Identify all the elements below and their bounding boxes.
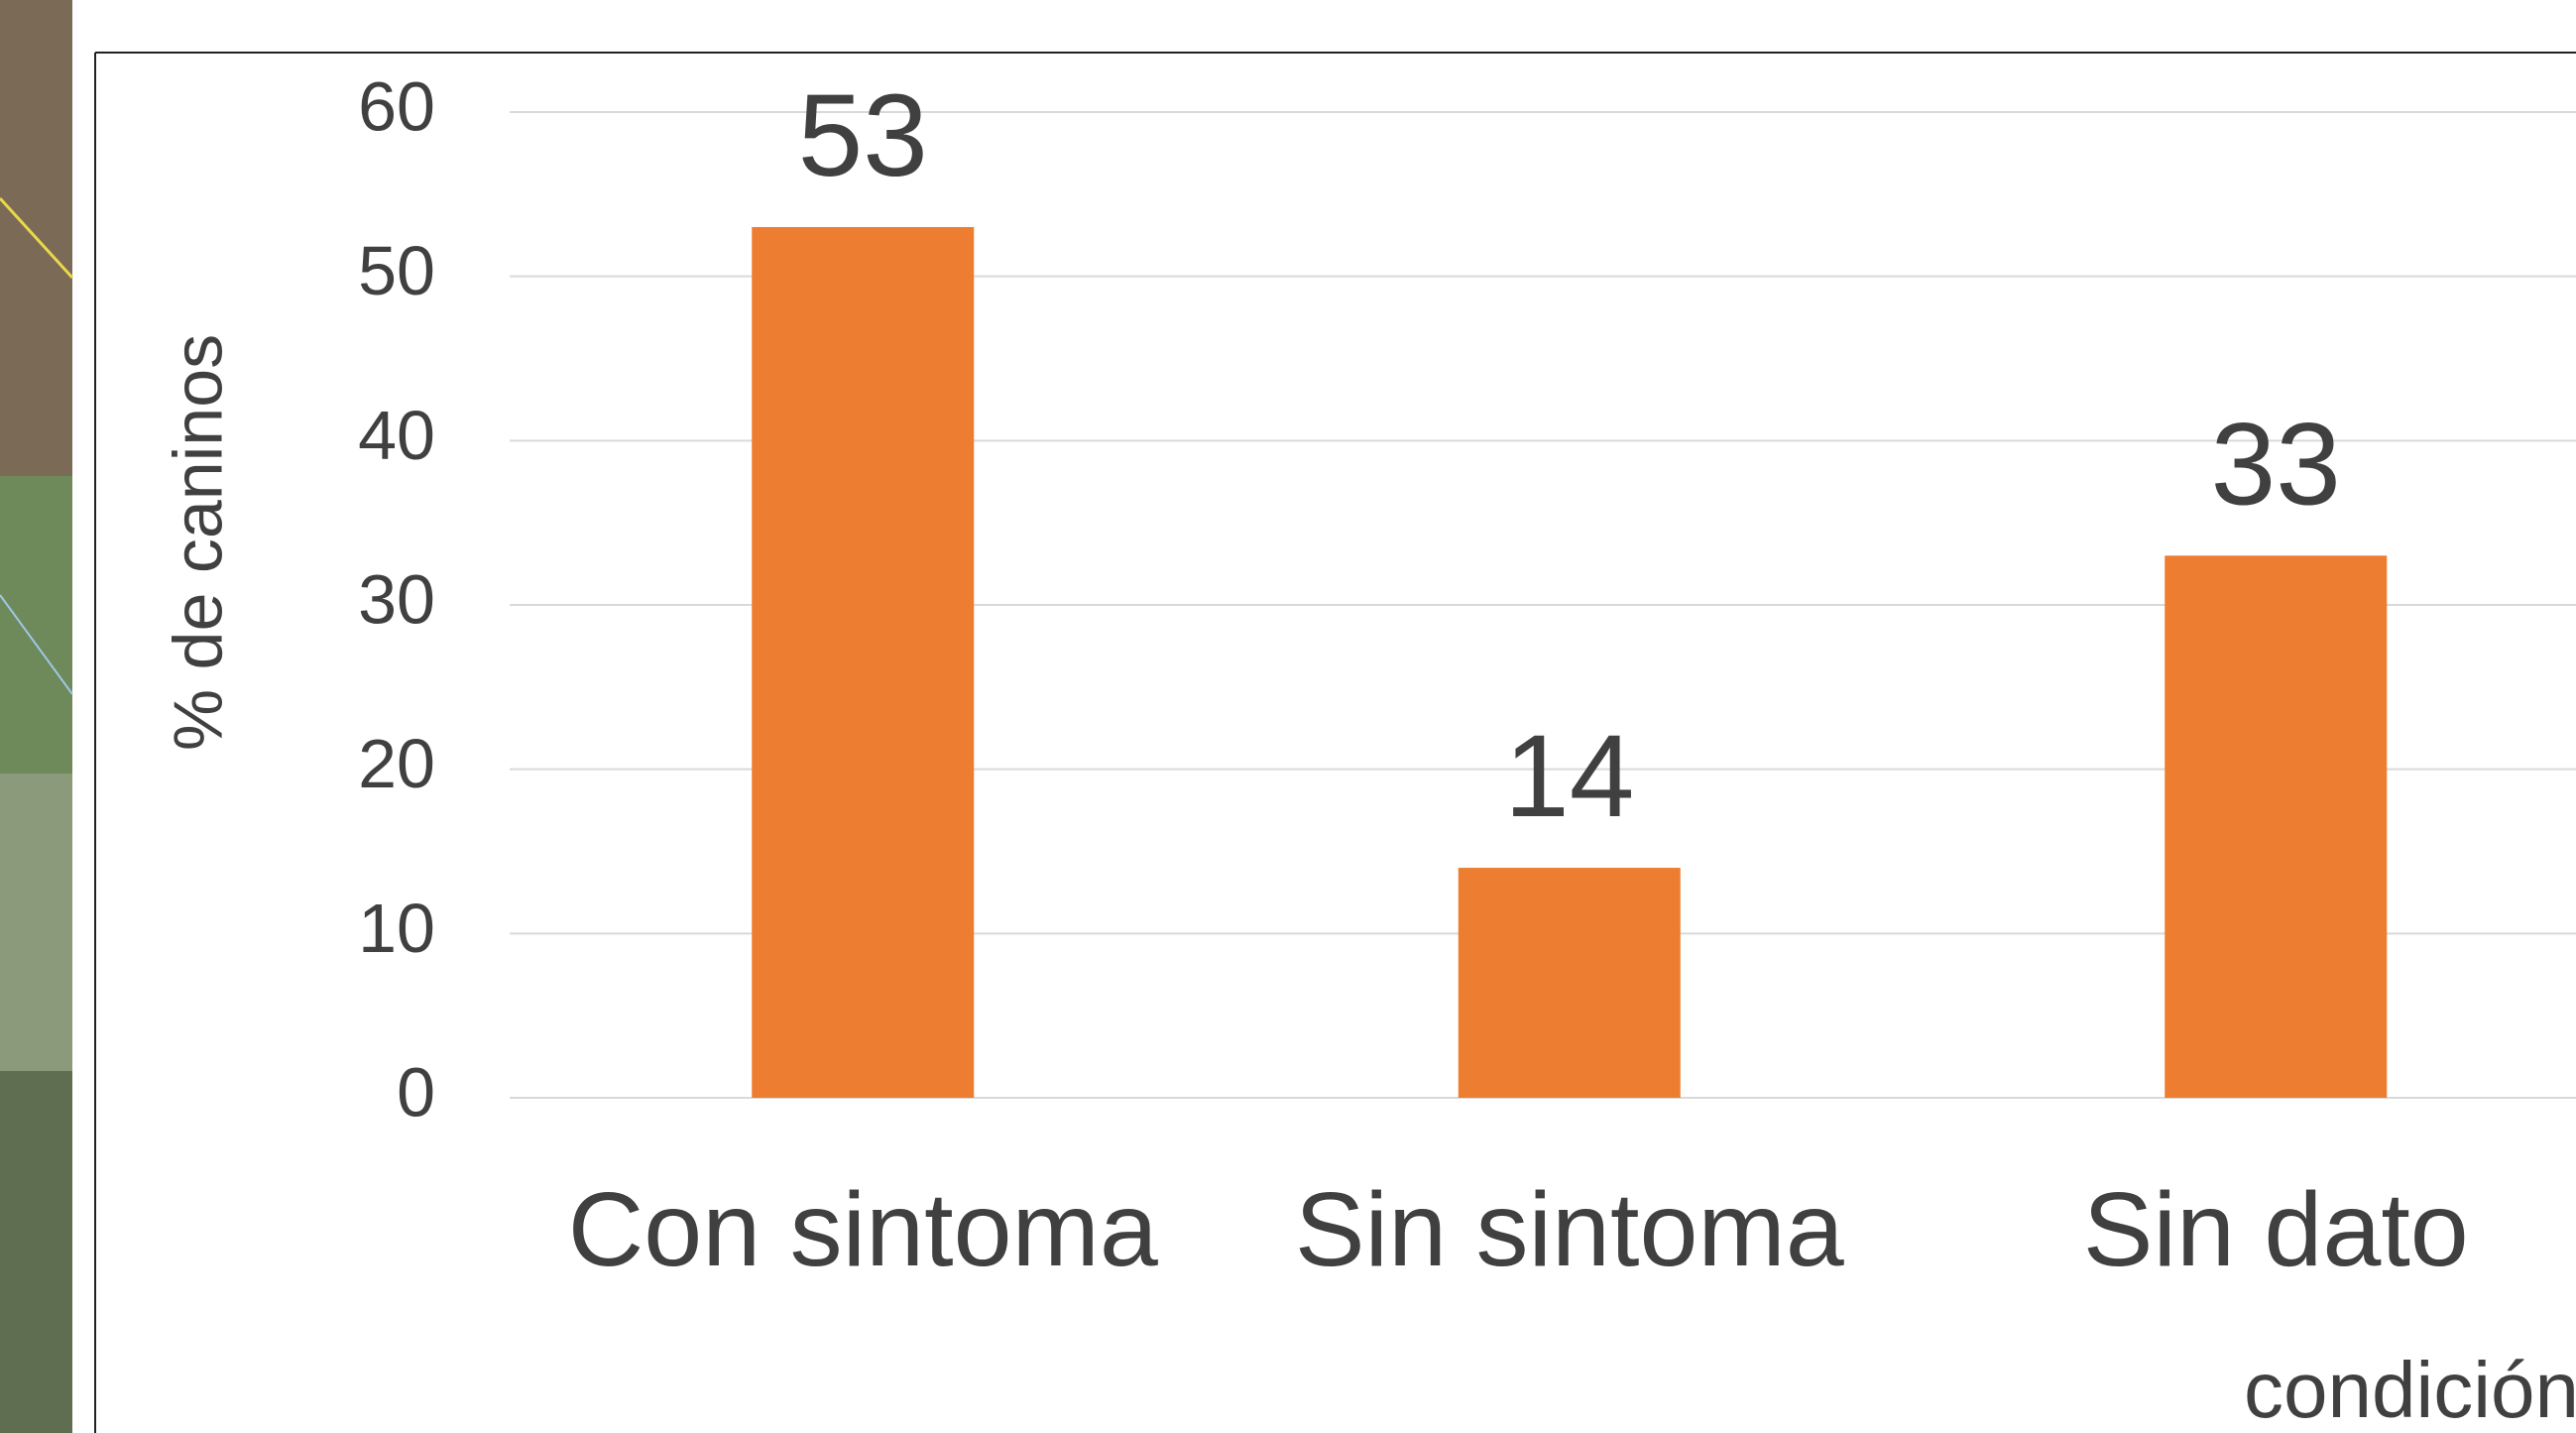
value-label: 53 xyxy=(798,70,928,201)
value-label: 14 xyxy=(1504,711,1634,842)
bar xyxy=(1459,868,1681,1098)
y-tick-label: 10 xyxy=(358,890,435,967)
y-tick-label: 40 xyxy=(358,397,435,474)
y-tick-label: 30 xyxy=(358,560,435,638)
bar xyxy=(2165,555,2387,1098)
x-tick-label: Sin dato xyxy=(2083,1171,2469,1288)
bar xyxy=(752,227,974,1098)
x-tick-label: Sin sintoma xyxy=(1295,1171,1844,1288)
y-axis-title: % de caninos xyxy=(159,334,236,751)
x-axis-title: condición xyxy=(2244,1346,2576,1433)
value-label: 33 xyxy=(2211,399,2341,530)
y-tick-label: 50 xyxy=(358,232,435,309)
page: {"chart_data": {"type": "bar", "y_label"… xyxy=(0,0,2576,1433)
y-tick-label: 0 xyxy=(397,1053,435,1131)
y-tick-label: 20 xyxy=(358,725,435,802)
chart: % de caninos condición 0 10 20 30 40 50 60 53 Co… xyxy=(0,0,2576,1433)
satellite-strip xyxy=(0,0,72,1433)
x-tick-label: Con sintoma xyxy=(568,1171,1158,1288)
y-tick-label: 60 xyxy=(358,67,435,145)
